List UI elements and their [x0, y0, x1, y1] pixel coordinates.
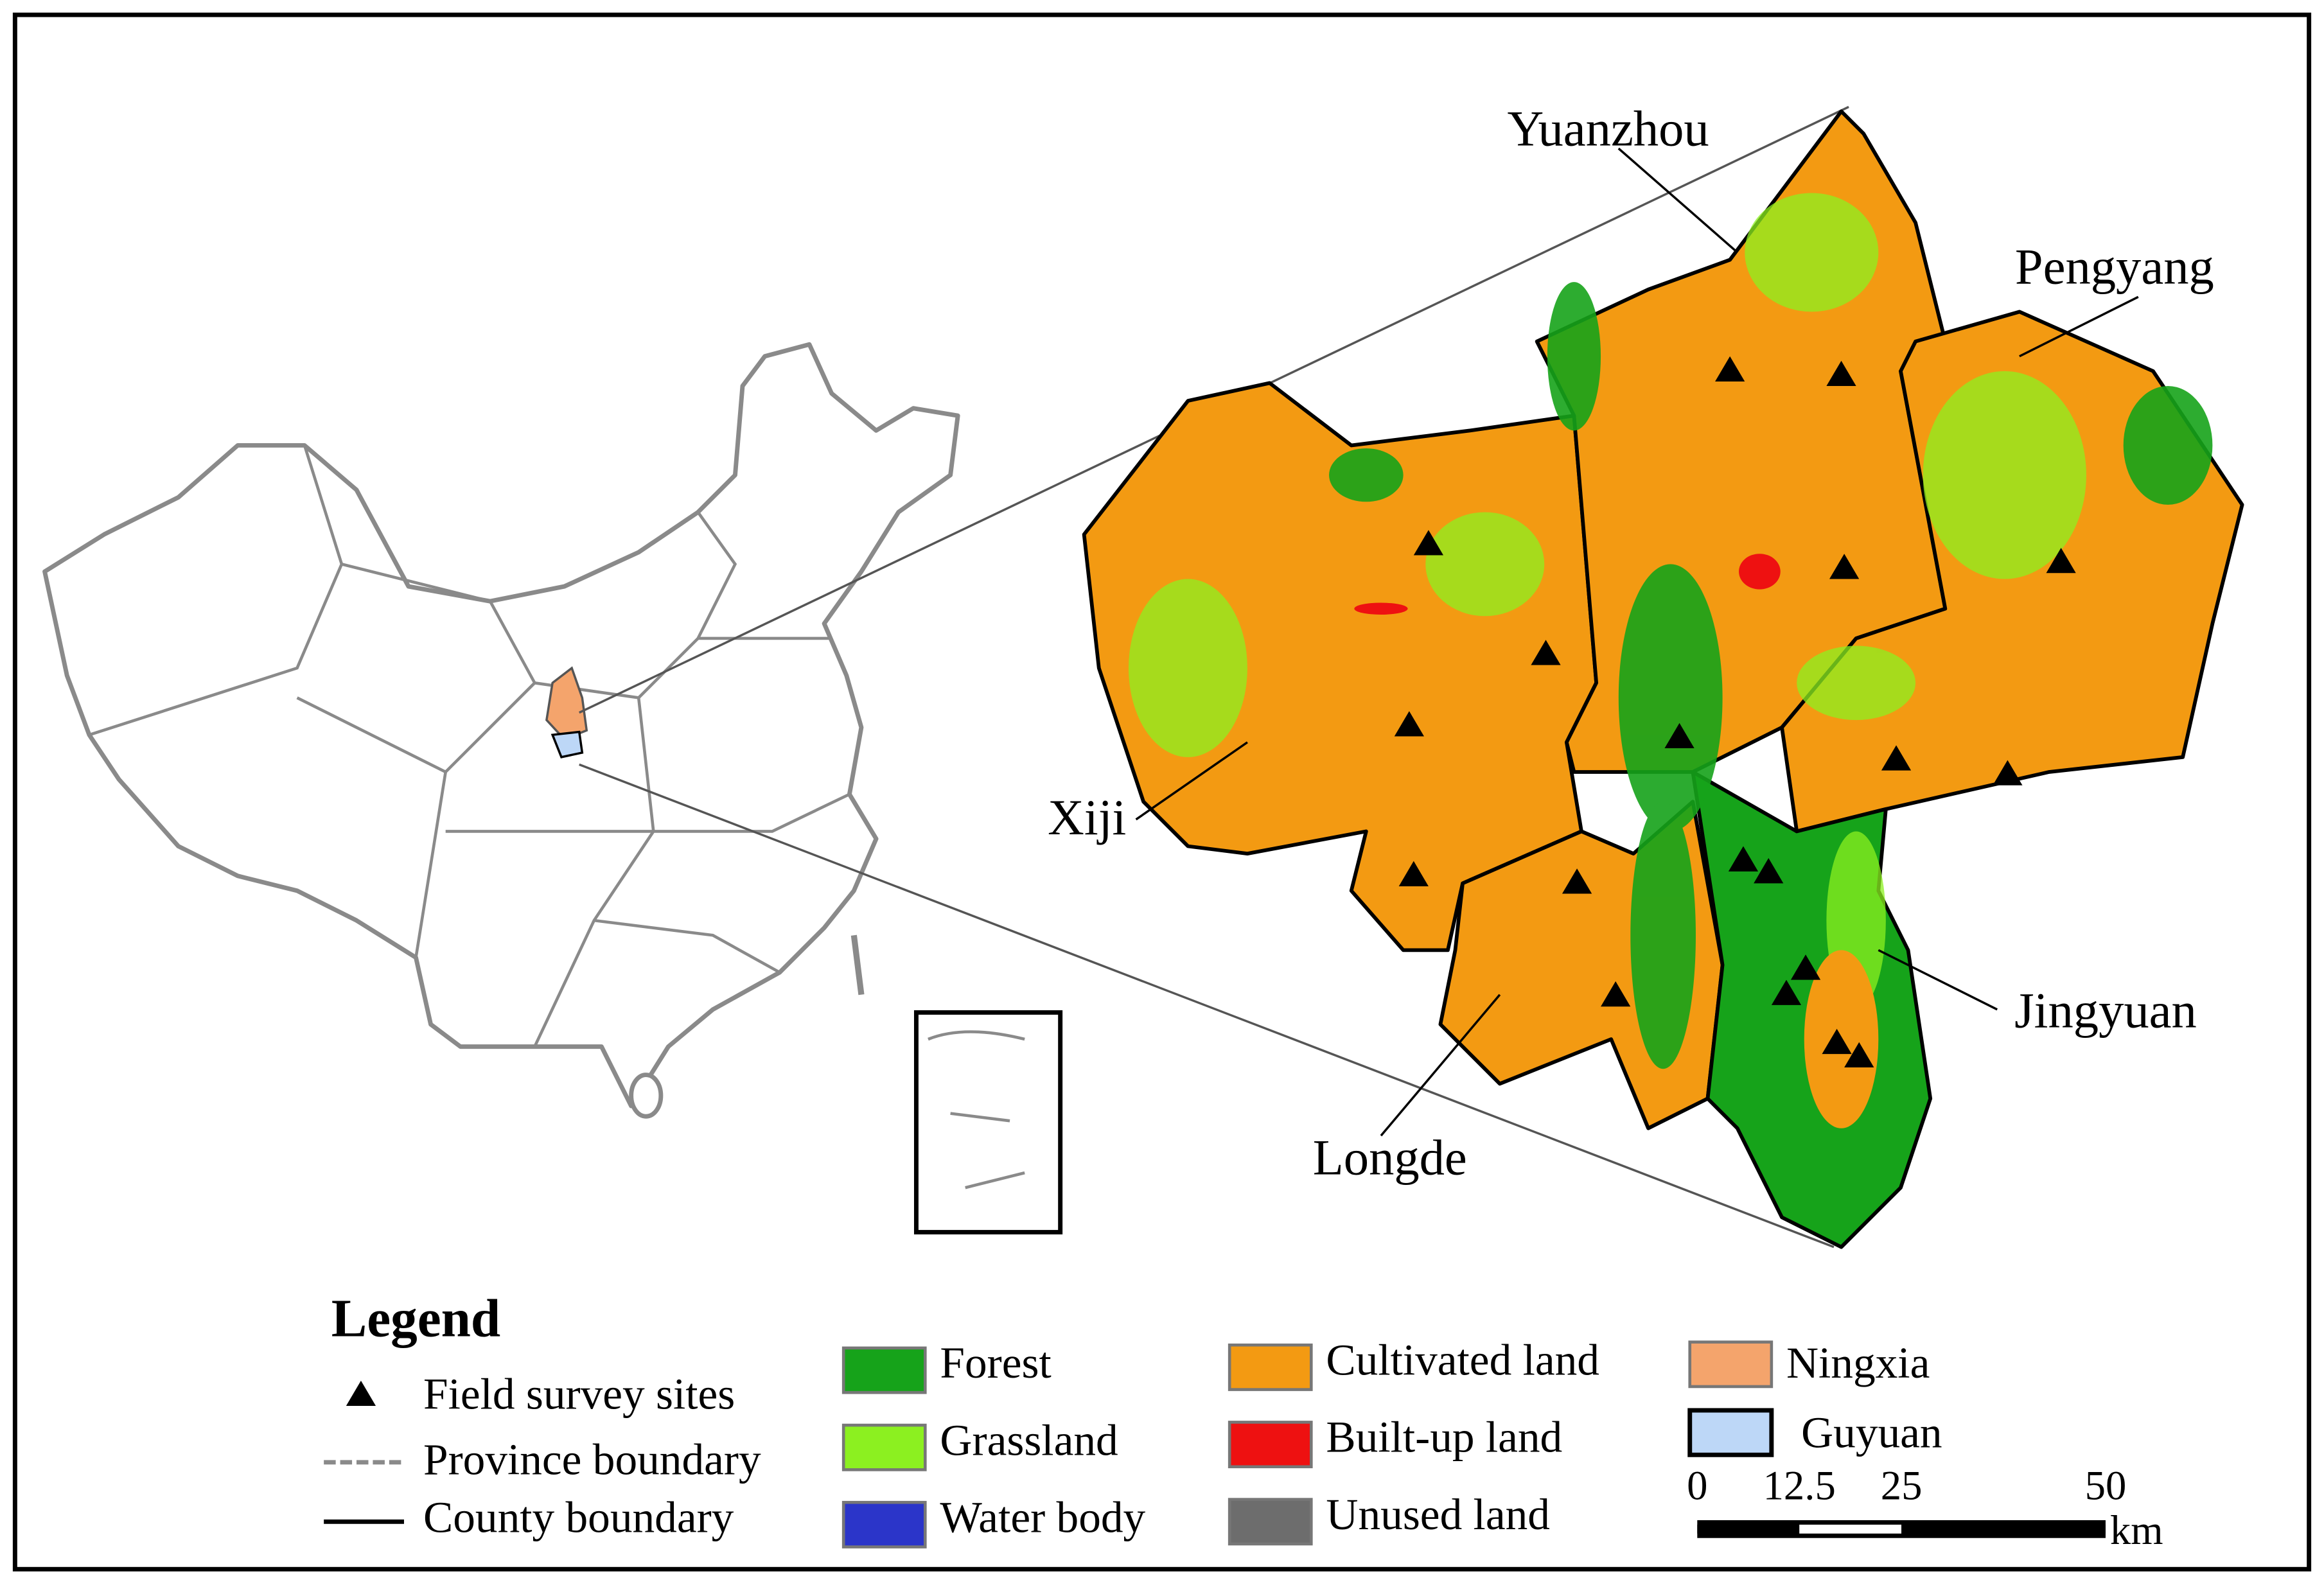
legend-label: Grassland [940, 1415, 1118, 1464]
legend-label: Built-up land [1326, 1412, 1562, 1462]
legend-label: Unused land [1326, 1489, 1550, 1539]
swatch [1228, 1343, 1313, 1391]
scale-segment [1901, 1524, 2106, 1534]
legend-label: Field survey sites [423, 1369, 735, 1419]
swatch [841, 1423, 927, 1471]
county-label: Yuanzhou [1507, 101, 1709, 157]
county-label: Longde [1313, 1129, 1467, 1185]
legend-label: County boundary [423, 1492, 734, 1541]
field-sites [1394, 356, 2076, 1067]
legend-title: Legend [331, 1288, 501, 1347]
legend-label: Ningxia [1786, 1338, 1930, 1387]
taiwan [850, 934, 865, 995]
legend-label: Cultivated land [1326, 1335, 1599, 1384]
grassland-patches [1128, 193, 2086, 1010]
swatch [1687, 1408, 1774, 1457]
legend-label: Water body [940, 1492, 1145, 1541]
legend-label: Forest [940, 1338, 1051, 1387]
legend: Legend Field survey sites Province bound… [324, 1288, 1942, 1548]
swatch [841, 1346, 927, 1394]
swatch [841, 1500, 927, 1548]
scale-tick-label: 12.5 [1763, 1462, 1836, 1509]
site-symbol [346, 1380, 376, 1406]
swatch [1688, 1340, 1774, 1389]
county-label: Pengyang [2015, 238, 2214, 294]
built-up-patches [1354, 554, 1781, 615]
inset-islands [928, 1030, 1025, 1189]
china-outline [42, 342, 960, 1109]
scale-tick-label: 0 [1687, 1462, 1707, 1509]
leader-lines [1135, 147, 2139, 1137]
south-sea-inset [913, 1010, 1063, 1235]
swatch [1228, 1421, 1313, 1469]
scale-tick-label: 25 [1881, 1462, 1923, 1509]
forest-patches [1329, 282, 2213, 1069]
swatch [1228, 1498, 1313, 1546]
province-lines [89, 444, 850, 1048]
china-overview [42, 342, 1063, 1235]
legend-label: Province boundary [423, 1434, 761, 1484]
scale-segment [1799, 1524, 1902, 1534]
guyuan-map [1082, 109, 2244, 1249]
guyuan-location [550, 730, 584, 758]
county-label: Jingyuan [2014, 983, 2197, 1039]
scale-tick-label: 50 [2085, 1462, 2127, 1509]
legend-label: Guyuan [1801, 1408, 1942, 1457]
island [629, 1073, 664, 1119]
county-label: Xiji [1048, 789, 1126, 845]
zoom-line [579, 763, 1835, 1249]
ningxia [545, 666, 588, 741]
scale-unit: km [2110, 1507, 2163, 1553]
scale-segment [1697, 1524, 1800, 1534]
